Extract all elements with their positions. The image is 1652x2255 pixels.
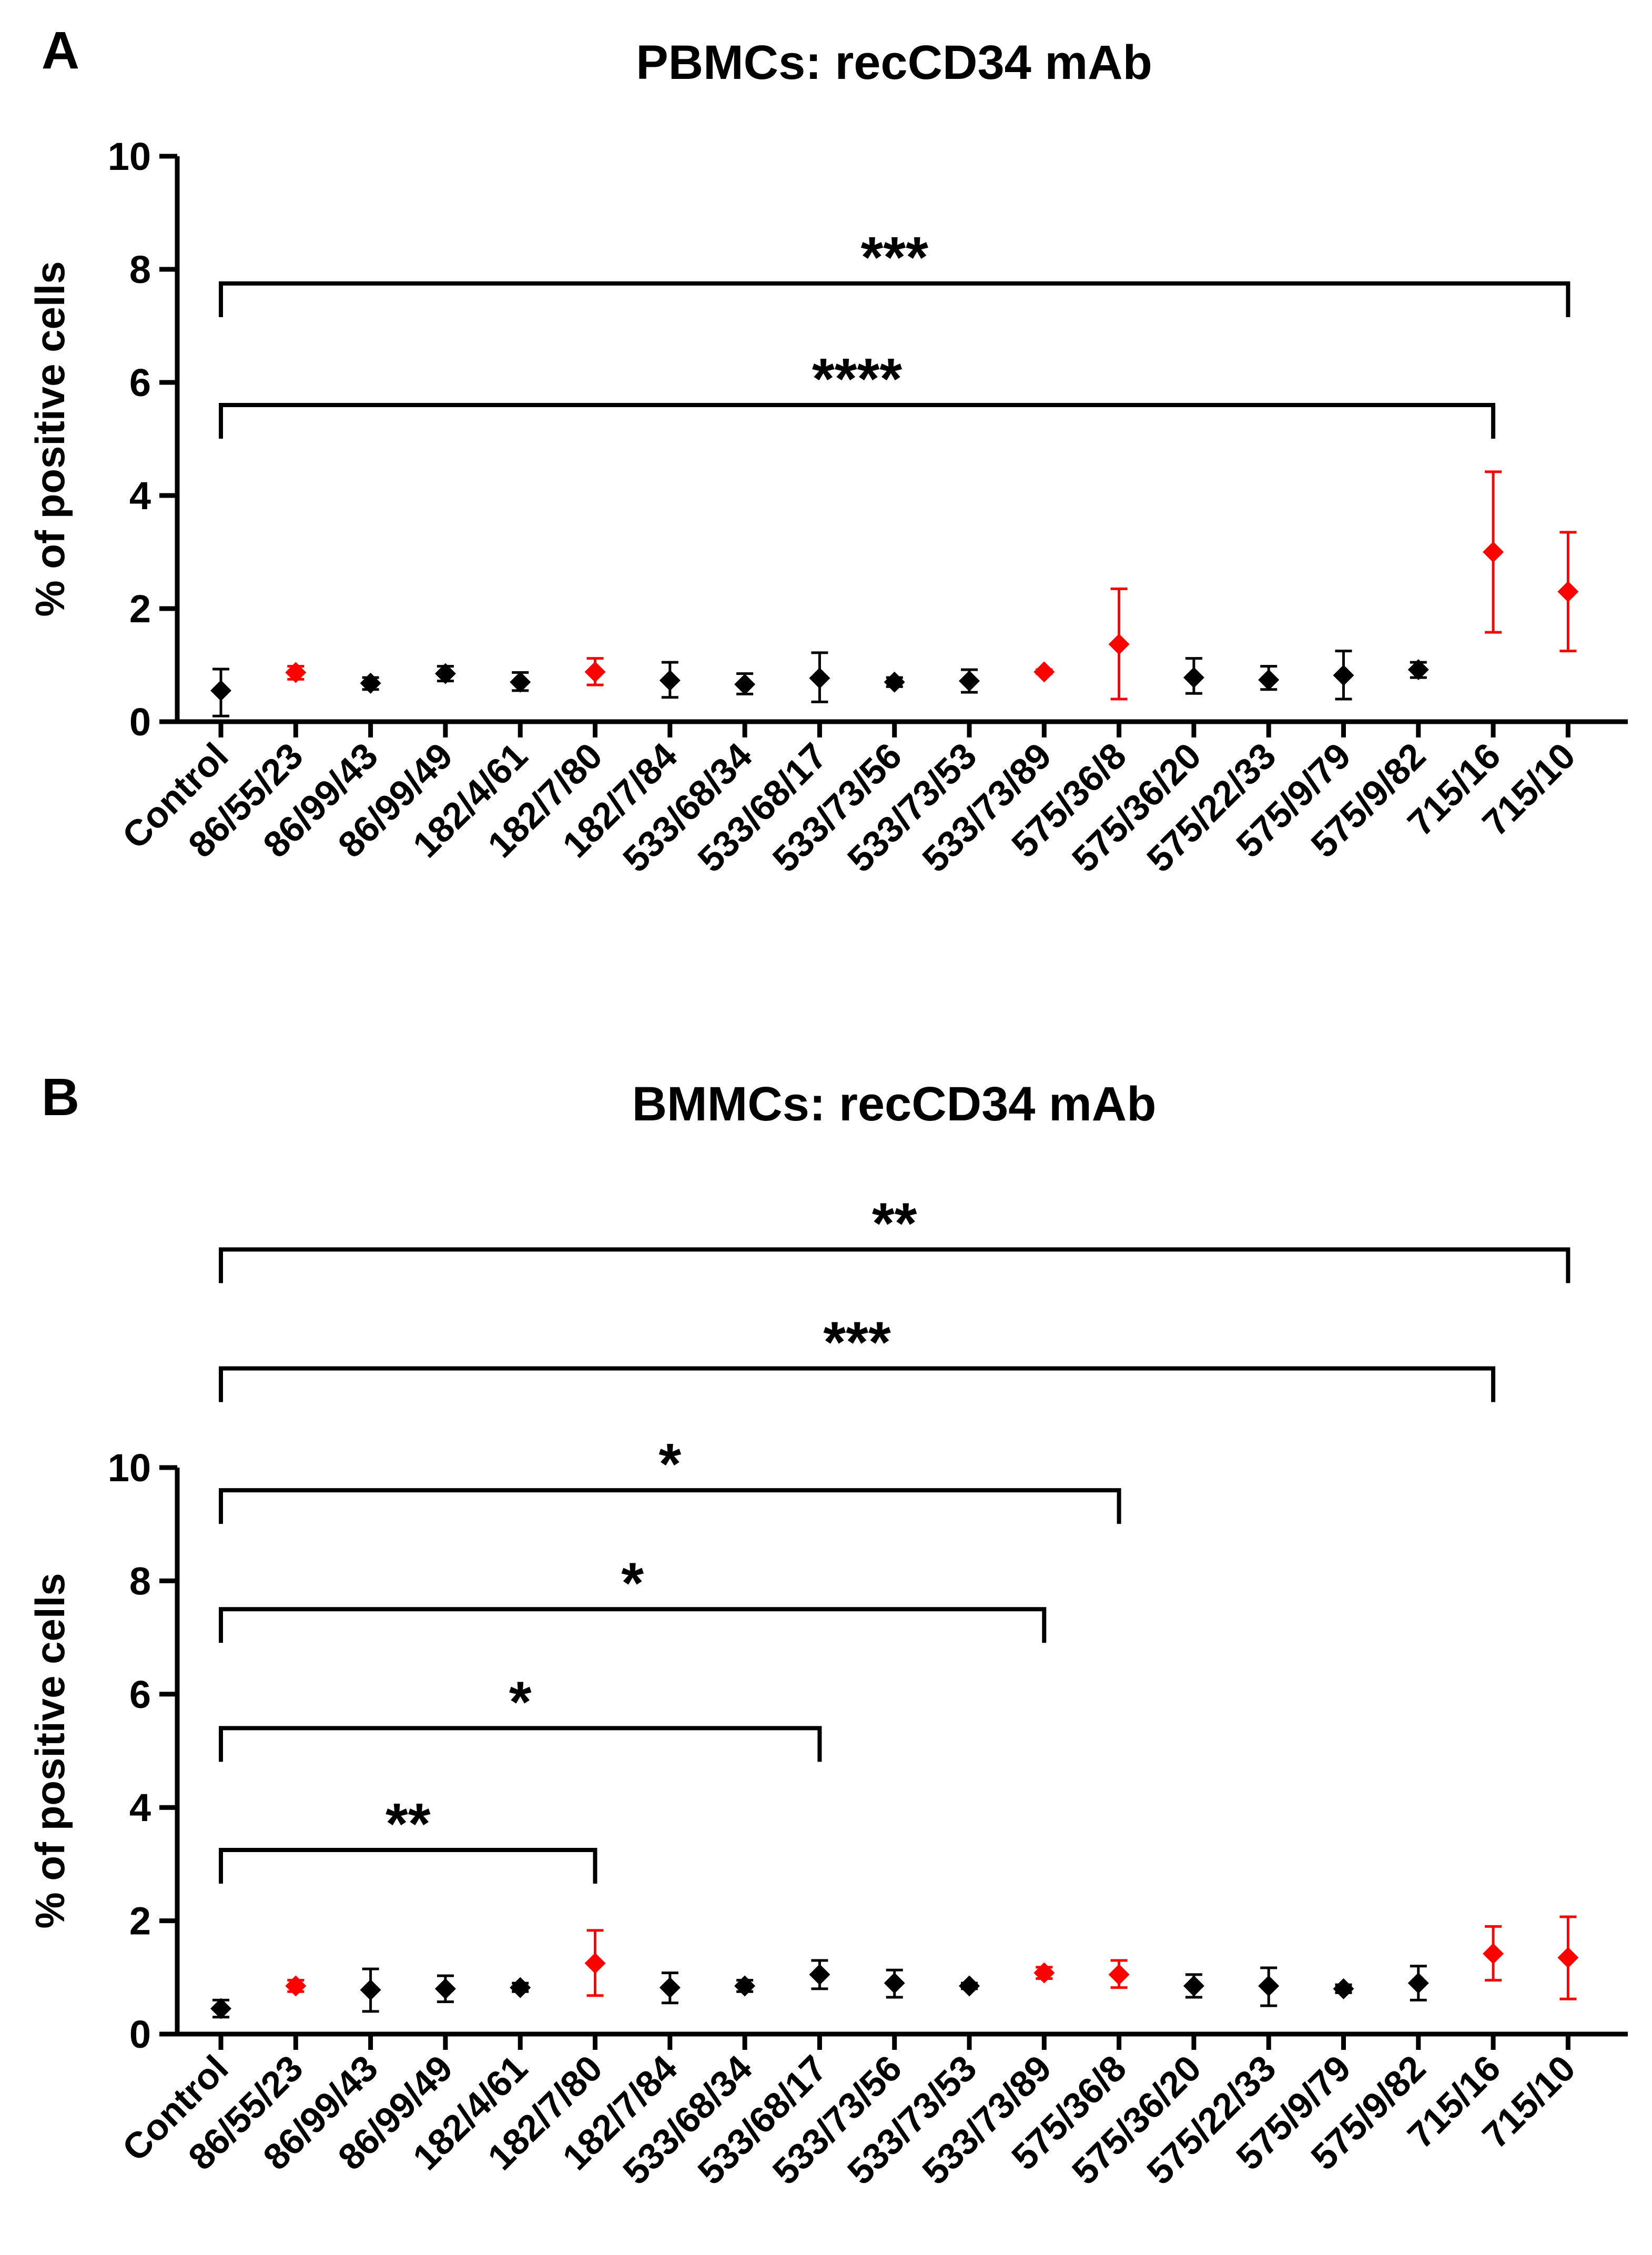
significance-bracket [219, 1607, 1047, 1643]
significance-bracket [219, 1247, 1570, 1283]
data-point-marker [1183, 1975, 1204, 1997]
data-point-marker [510, 671, 531, 693]
y-tick-label: 2 [129, 587, 151, 631]
significance-label: * [509, 1670, 532, 1734]
significance-bracket [219, 1366, 1496, 1402]
significance-label: ** [872, 1191, 917, 1256]
data-point-marker [734, 674, 756, 695]
data-point-marker [734, 1975, 756, 1997]
significance-label: ** [386, 1792, 431, 1856]
data-point-marker [959, 1975, 980, 1997]
significance-label: *** [860, 225, 928, 290]
data-point-marker [434, 1978, 456, 1999]
data-point-marker [809, 1964, 830, 1985]
chart-title: PBMCs: recCD34 mAb [636, 36, 1152, 89]
data-point-marker [1557, 1947, 1579, 1968]
data-point-marker [1183, 667, 1204, 689]
y-tick-label: 10 [108, 1446, 151, 1490]
data-point-marker [434, 663, 456, 684]
data-point-marker [959, 670, 980, 692]
y-tick-label: 0 [129, 2013, 151, 2056]
y-tick-label: 8 [129, 1559, 151, 1603]
data-point-marker [659, 1977, 681, 1998]
panel-label: B [42, 1068, 79, 1127]
significance-bracket [219, 281, 1570, 317]
data-point-marker [1407, 659, 1429, 681]
data-point-marker [360, 1979, 381, 2000]
y-tick-label: 0 [129, 700, 151, 744]
y-tick-label: 6 [129, 1673, 151, 1716]
significance-bracket [219, 403, 1496, 439]
data-point-marker [1258, 669, 1280, 691]
data-point-marker [659, 670, 681, 691]
data-point-marker [1483, 1943, 1504, 1965]
chart-title: BMMCs: recCD34 mAb [632, 1077, 1157, 1131]
data-point-marker [809, 668, 830, 689]
y-tick-label: 4 [129, 474, 151, 518]
data-point-marker [1033, 1962, 1055, 1984]
chart-panel-a: A PBMCs: recCD34 mAb % of positive cells 0 2… [27, 21, 1628, 880]
y-tick-label: 8 [129, 248, 151, 291]
data-point-marker [1258, 1975, 1280, 1997]
data-point-marker [210, 1998, 231, 2019]
data-point-marker [884, 671, 905, 693]
data-point-marker [1557, 581, 1579, 602]
chart-panel-b: B BMMCs: recCD34 mAb % of positive cells 0 2… [27, 1068, 1628, 2192]
data-point-marker [884, 1973, 905, 1994]
significance-label: *** [823, 1310, 891, 1375]
y-tick-label: 4 [129, 1786, 151, 1829]
data-point-marker [360, 672, 381, 694]
significance-label: **** [812, 347, 902, 411]
data-point-marker [584, 1953, 606, 1974]
y-tick-label: 10 [108, 135, 151, 178]
significance-bracket [219, 1488, 1121, 1524]
data-point-marker [510, 1977, 531, 1998]
y-axis-label: % of positive cells [27, 1573, 73, 1928]
data-point-marker [210, 680, 231, 701]
data-point-marker [1333, 1978, 1354, 1999]
significance-bracket [219, 1847, 597, 1884]
data-point-marker [1033, 661, 1055, 683]
data-point-marker [1108, 633, 1130, 655]
y-tick-label: 2 [129, 1899, 151, 1943]
data-point-marker [1407, 1973, 1429, 1994]
data-point-marker [1333, 664, 1354, 686]
panel-label: A [42, 21, 79, 80]
data-point-marker [584, 661, 606, 683]
data-point-marker [285, 662, 307, 683]
data-point-marker [285, 1975, 307, 1997]
data-point-marker [1108, 1964, 1130, 1985]
data-point-marker [1483, 541, 1504, 563]
significance-label: * [621, 1551, 644, 1615]
y-axis-label: % of positive cells [27, 261, 73, 616]
significance-label: * [658, 1432, 681, 1496]
significance-bracket [219, 1726, 822, 1762]
y-tick-label: 6 [129, 361, 151, 405]
